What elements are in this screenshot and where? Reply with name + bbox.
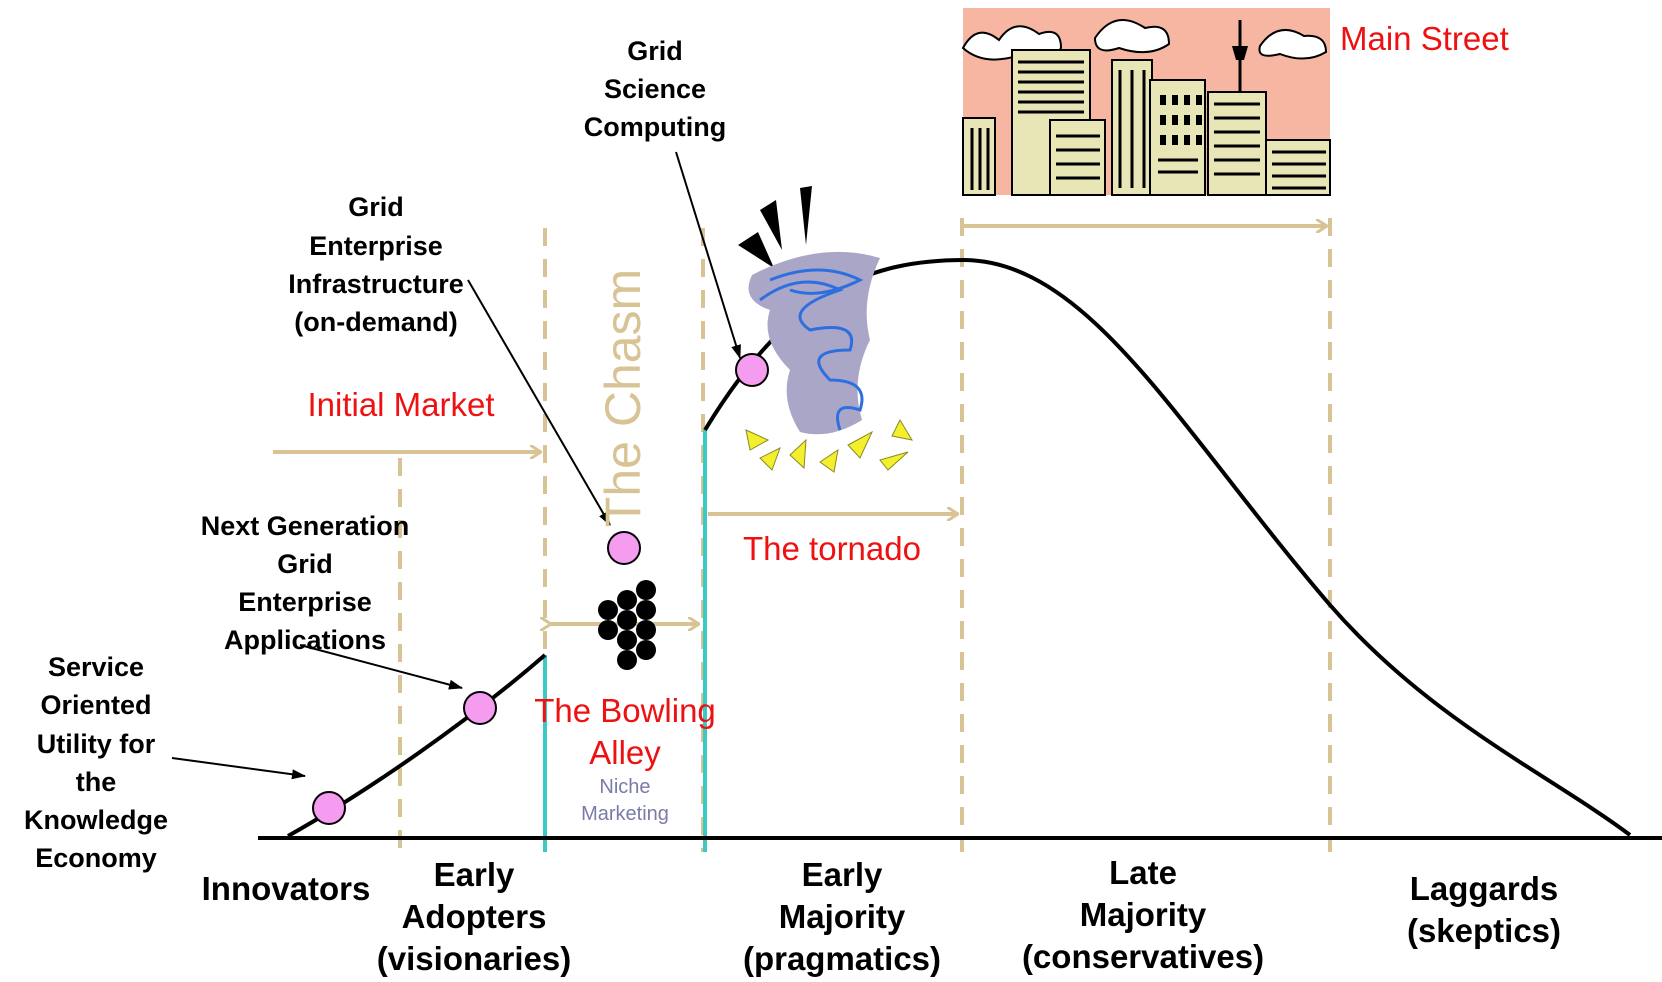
callout-soa-line-3: Utility for — [37, 729, 156, 759]
segment-early-majority-3: (pragmatics) — [743, 940, 941, 977]
callout-soa-line-6: Economy — [35, 843, 157, 873]
callout-next-gen: Next Generation Grid Enterprise Applicat… — [201, 511, 410, 655]
niche-marketing-label-2: Marketing — [581, 803, 669, 825]
callout-science: Grid Science Computing — [584, 36, 726, 142]
initial-market-label: Initial Market — [307, 386, 494, 423]
callout-soa: Service Oriented Utility for the Knowled… — [24, 652, 168, 873]
segment-laggards-2: (skeptics) — [1407, 912, 1561, 949]
callout-enterprise-infra-line-4: (on-demand) — [294, 307, 457, 337]
segment-early-majority-2: Majority — [779, 898, 906, 935]
marker-soa — [312, 791, 346, 825]
callout-enterprise-infra: Grid Enterprise Infrastructure (on-deman… — [288, 192, 464, 337]
main-street-label: Main Street — [1340, 20, 1509, 57]
pointer-next-gen — [299, 644, 463, 690]
segment-early-majority-1: Early — [802, 856, 883, 893]
segment-laggards-1: Laggards — [1410, 870, 1559, 907]
callout-soa-line-4: the — [76, 767, 117, 797]
callout-science-line-3: Computing — [584, 112, 726, 142]
pointer-enterprise-infra — [467, 279, 611, 526]
bowling-alley-label-2: Alley — [589, 734, 661, 771]
bowling-pins-icon — [598, 580, 656, 670]
callout-science-line-1: Grid — [627, 36, 683, 66]
segment-late-majority-2: Majority — [1080, 896, 1207, 933]
callout-enterprise-infra-line-1: Grid — [348, 192, 404, 222]
pointer-science — [675, 151, 741, 359]
bowling-alley-label-1: The Bowling — [534, 692, 716, 729]
callout-soa-line-1: Service — [48, 652, 144, 682]
callout-next-gen-line-4: Applications — [224, 625, 386, 655]
callout-enterprise-infra-line-2: Enterprise — [309, 231, 443, 261]
segment-early-adopters-3: (visionaries) — [377, 940, 571, 977]
segment-early-adopters-2: Adopters — [402, 898, 547, 935]
segment-late-majority-1: Late — [1109, 854, 1177, 891]
callout-next-gen-line-2: Grid — [277, 549, 333, 579]
pointer-soa — [171, 757, 306, 780]
segment-labels: Innovators Early Adopters (visionaries) … — [202, 854, 1561, 977]
callout-soa-line-5: Knowledge — [24, 805, 168, 835]
segment-innovators: Innovators — [202, 870, 371, 907]
chasm-label: The Chasm — [595, 269, 651, 527]
callout-soa-line-2: Oriented — [40, 690, 151, 720]
segment-late-majority-3: (conservatives) — [1022, 938, 1264, 975]
tornado-icon — [738, 186, 914, 473]
marker-next-gen — [463, 691, 497, 725]
marker-enterprise-infra — [607, 531, 641, 565]
city-skyline-icon — [961, 8, 1331, 196]
callout-science-line-2: Science — [604, 74, 706, 104]
marker-science — [735, 353, 769, 387]
niche-marketing-label-1: Niche — [599, 776, 650, 798]
callout-next-gen-line-3: Enterprise — [238, 587, 372, 617]
tornado-label: The tornado — [743, 530, 921, 567]
callout-enterprise-infra-line-3: Infrastructure — [288, 269, 464, 299]
callout-next-gen-line-1: Next Generation — [201, 511, 410, 541]
segment-early-adopters-1: Early — [434, 856, 515, 893]
